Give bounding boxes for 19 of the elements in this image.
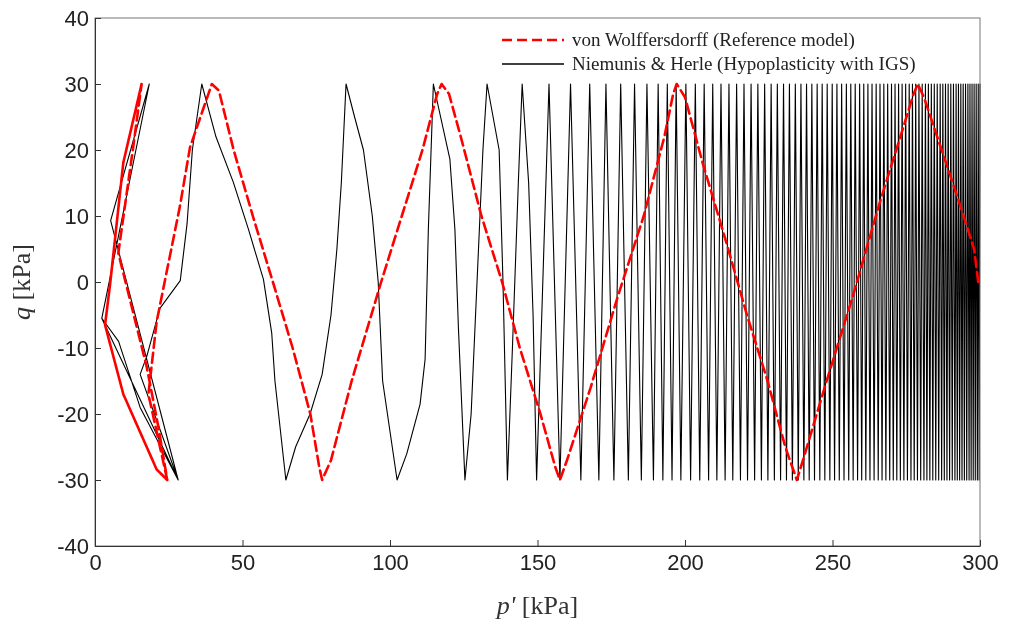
x-tick-label: 200 <box>667 549 704 575</box>
legend-label: Niemunis & Herle (Hypoplasticity with IGS) <box>572 53 916 75</box>
y-tick-label: -40 <box>57 533 89 559</box>
x-tick-label: 300 <box>962 549 999 575</box>
y-tick-label: -20 <box>57 401 89 427</box>
x-axis-title: p' [kPa] <box>494 591 579 620</box>
y-tick-label: -10 <box>57 335 89 361</box>
y-axis-title: q [kPa] <box>7 244 36 320</box>
y-tick-label: -30 <box>57 467 89 493</box>
x-tick-label: 150 <box>519 549 557 575</box>
x-tick-label: 100 <box>372 549 409 575</box>
y-tick-label: 40 <box>64 5 89 31</box>
y-tick-label: 30 <box>64 71 89 97</box>
y-tick-label: 20 <box>64 137 89 163</box>
y-tick-label: 10 <box>64 203 89 229</box>
y-tick-label: 0 <box>76 269 89 295</box>
x-tick-label: 250 <box>814 549 852 575</box>
x-tick-label: 50 <box>230 549 256 575</box>
legend-label: von Wolffersdorff (Reference model) <box>572 29 855 51</box>
